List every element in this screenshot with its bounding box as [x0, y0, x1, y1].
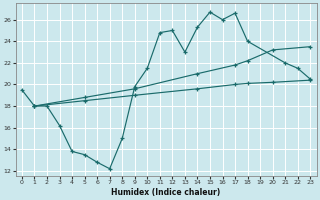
X-axis label: Humidex (Indice chaleur): Humidex (Indice chaleur) — [111, 188, 221, 197]
